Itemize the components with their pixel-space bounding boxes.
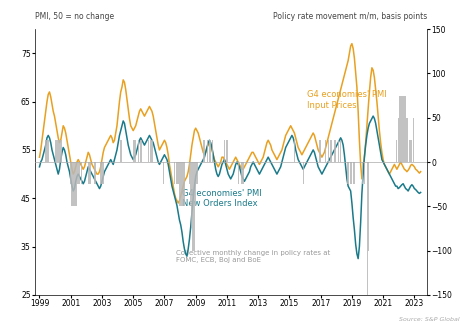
- Bar: [338, 140, 339, 162]
- Bar: [119, 140, 120, 162]
- Bar: [140, 140, 141, 162]
- Bar: [399, 96, 400, 162]
- Bar: [226, 140, 227, 162]
- Bar: [175, 162, 176, 184]
- Bar: [353, 162, 354, 184]
- Bar: [347, 162, 348, 184]
- Bar: [368, 162, 369, 250]
- Bar: [194, 162, 196, 206]
- Bar: [61, 140, 62, 162]
- Bar: [45, 140, 46, 162]
- Text: PMI, 50 = no change: PMI, 50 = no change: [35, 12, 114, 21]
- Bar: [334, 140, 335, 162]
- Bar: [55, 140, 56, 162]
- Bar: [94, 162, 96, 184]
- Bar: [206, 140, 207, 162]
- Bar: [88, 162, 89, 184]
- Bar: [196, 162, 197, 184]
- Bar: [212, 140, 213, 162]
- Bar: [121, 140, 122, 162]
- Bar: [330, 140, 331, 162]
- Text: Policy rate movement m/m, basis points: Policy rate movement m/m, basis points: [272, 12, 426, 21]
- Bar: [152, 140, 153, 162]
- Bar: [240, 162, 241, 184]
- Bar: [238, 162, 239, 184]
- Bar: [400, 96, 401, 162]
- Bar: [150, 140, 152, 162]
- Bar: [135, 140, 136, 162]
- Bar: [71, 162, 72, 206]
- Bar: [408, 140, 409, 162]
- Bar: [402, 96, 404, 162]
- Bar: [149, 140, 150, 162]
- Text: Collective monthly change in policy rates at
FOMC, ECB, BoJ and BoE: Collective monthly change in policy rate…: [175, 250, 330, 263]
- Text: Source: S&P Global: Source: S&P Global: [398, 318, 458, 322]
- Bar: [178, 162, 179, 184]
- Bar: [302, 162, 304, 184]
- Bar: [366, 162, 367, 295]
- Bar: [138, 140, 139, 162]
- Bar: [162, 162, 163, 184]
- Bar: [74, 162, 75, 206]
- Bar: [412, 118, 413, 162]
- Bar: [101, 162, 102, 184]
- Bar: [404, 96, 405, 162]
- Bar: [397, 118, 399, 162]
- Bar: [339, 140, 340, 162]
- Bar: [56, 140, 57, 162]
- Bar: [100, 162, 101, 184]
- Bar: [181, 162, 183, 206]
- Bar: [79, 162, 80, 184]
- Bar: [405, 118, 406, 162]
- Bar: [58, 140, 59, 162]
- Bar: [209, 140, 210, 162]
- Text: G4 economies' PMI
Input Prices: G4 economies' PMI Input Prices: [307, 90, 386, 110]
- Bar: [148, 140, 149, 162]
- Bar: [223, 140, 225, 162]
- Bar: [75, 162, 76, 206]
- Bar: [134, 140, 135, 162]
- Bar: [349, 162, 350, 184]
- Bar: [350, 162, 352, 184]
- Bar: [204, 140, 205, 162]
- Bar: [183, 162, 184, 206]
- Bar: [327, 140, 328, 162]
- Bar: [202, 140, 204, 162]
- Bar: [363, 162, 365, 184]
- Bar: [318, 140, 319, 162]
- Bar: [325, 140, 326, 162]
- Bar: [174, 162, 175, 184]
- Bar: [89, 162, 91, 184]
- Bar: [401, 96, 402, 162]
- Bar: [102, 162, 104, 184]
- Bar: [410, 140, 412, 162]
- Bar: [409, 140, 410, 162]
- Bar: [243, 162, 244, 184]
- Bar: [47, 140, 48, 162]
- Bar: [191, 162, 192, 228]
- Bar: [192, 162, 193, 250]
- Bar: [78, 162, 79, 184]
- Bar: [60, 140, 61, 162]
- Bar: [73, 162, 74, 206]
- Bar: [132, 140, 133, 162]
- Bar: [352, 162, 353, 184]
- Bar: [361, 162, 362, 184]
- Bar: [189, 162, 191, 206]
- Bar: [176, 162, 178, 184]
- Bar: [241, 162, 243, 184]
- Bar: [57, 140, 58, 162]
- Bar: [395, 140, 396, 162]
- Bar: [70, 162, 71, 184]
- Bar: [319, 140, 320, 162]
- Bar: [188, 162, 189, 184]
- Bar: [76, 162, 78, 184]
- Bar: [179, 162, 180, 206]
- Text: G4 economies' PMI
New Orders Index: G4 economies' PMI New Orders Index: [181, 189, 261, 208]
- Bar: [48, 140, 49, 162]
